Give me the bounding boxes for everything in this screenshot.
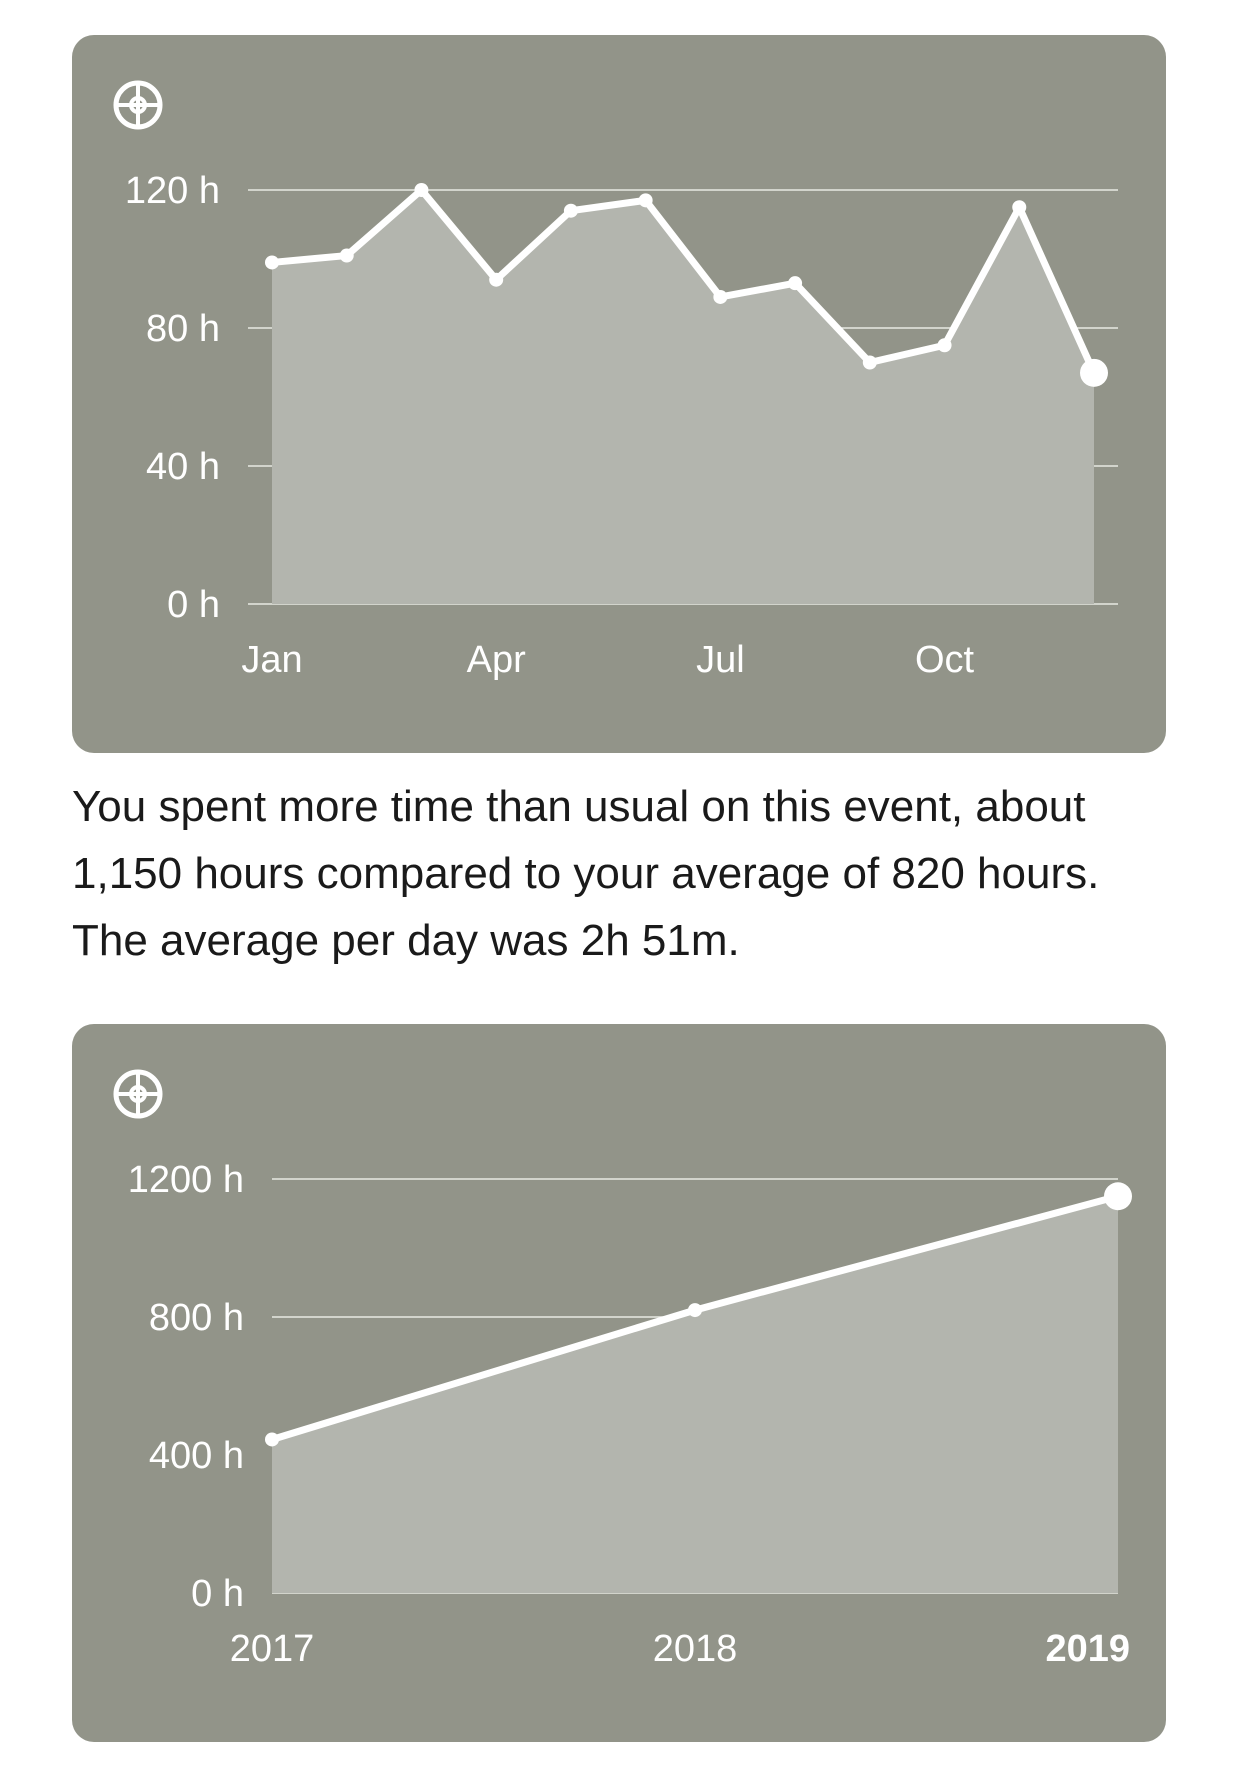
steering-wheel-icon bbox=[112, 79, 164, 131]
x-tick-label: Apr bbox=[467, 639, 526, 681]
current-data-point bbox=[1104, 1182, 1132, 1211]
monthly-hours-chart: 0 h 40 h 80 h 120 h Jan Apr Jul Oct bbox=[125, 170, 1118, 681]
data-point bbox=[1012, 200, 1027, 215]
data-point bbox=[414, 183, 429, 197]
x-tick-label: 2017 bbox=[230, 1628, 315, 1670]
yearly-hours-chart: 0 h 400 h 800 h 1200 h 2017 2018 2019 bbox=[128, 1159, 1132, 1670]
y-tick-label: 120 h bbox=[125, 170, 220, 212]
yearly-hours-chart-card: 0 h 400 h 800 h 1200 h 2017 2018 2019 bbox=[72, 1024, 1166, 1742]
area-fill bbox=[272, 190, 1094, 604]
data-point bbox=[688, 1303, 702, 1318]
y-tick-label: 0 h bbox=[191, 1573, 244, 1615]
y-tick-label: 800 h bbox=[149, 1297, 244, 1339]
data-point bbox=[339, 248, 354, 263]
monthly-hours-chart-card: 0 h 40 h 80 h 120 h Jan Apr Jul Oct bbox=[72, 35, 1166, 753]
data-point bbox=[937, 338, 952, 353]
x-tick-label: 2019 bbox=[1045, 1628, 1130, 1670]
y-tick-label: 400 h bbox=[149, 1435, 244, 1477]
data-point bbox=[265, 1432, 279, 1447]
summary-caption: You spent more time than usual on this e… bbox=[72, 782, 1100, 965]
data-point bbox=[638, 193, 653, 208]
data-point bbox=[713, 289, 728, 304]
series-line bbox=[268, 186, 1098, 377]
data-point bbox=[489, 272, 504, 287]
data-point bbox=[862, 355, 877, 370]
steering-wheel-icon bbox=[112, 1068, 164, 1120]
area-fill bbox=[272, 1196, 1118, 1593]
data-point bbox=[563, 203, 578, 218]
data-point bbox=[788, 276, 803, 291]
y-tick-label: 40 h bbox=[146, 446, 220, 488]
x-tick-label: Jul bbox=[696, 639, 745, 681]
x-tick-label: Oct bbox=[915, 639, 975, 681]
y-tick-label: 1200 h bbox=[128, 1159, 244, 1201]
x-tick-label: 2018 bbox=[653, 1628, 738, 1670]
data-point bbox=[265, 255, 279, 270]
y-tick-label: 0 h bbox=[167, 584, 220, 626]
x-tick-label: Jan bbox=[241, 639, 302, 681]
y-tick-label: 80 h bbox=[146, 308, 220, 350]
current-data-point bbox=[1080, 358, 1108, 387]
